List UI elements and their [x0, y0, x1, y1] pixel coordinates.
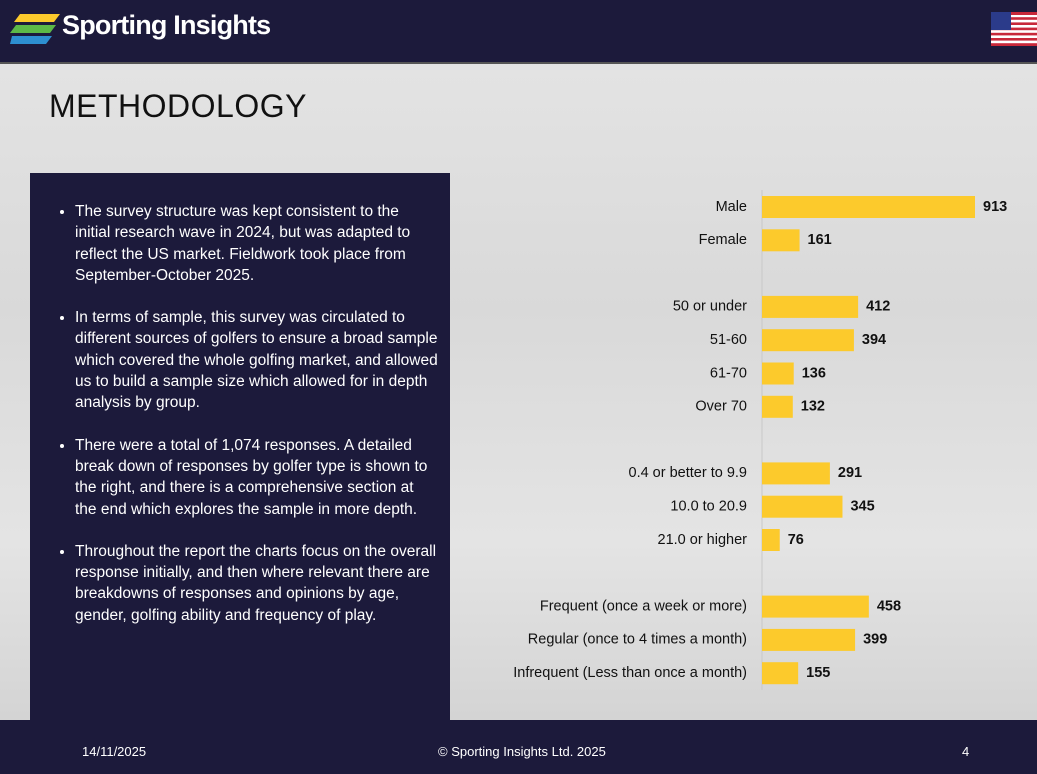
- bar: [762, 196, 975, 218]
- bar: [762, 395, 793, 418]
- bar: [762, 362, 794, 385]
- bar: [762, 462, 830, 485]
- category-label: 21.0 or higher: [658, 532, 748, 548]
- category-label: Female: [699, 232, 747, 248]
- value-label: 412: [866, 299, 890, 315]
- footer: 14/11/2025 © Sporting Insights Ltd. 2025…: [0, 720, 1037, 774]
- bar: [762, 595, 869, 618]
- category-label: Infrequent (Less than once a month): [513, 665, 747, 681]
- top-bar: Sporting Insights: [0, 0, 1037, 64]
- bar: [762, 662, 799, 685]
- category-label: 50 or under: [673, 299, 747, 315]
- bullet: Throughout the report the charts focus o…: [75, 541, 438, 626]
- bullet-list: The survey structure was kept consistent…: [30, 173, 450, 626]
- category-label: 61-70: [710, 365, 747, 381]
- bullet: The survey structure was kept consistent…: [75, 201, 438, 286]
- category-label: 51-60: [710, 332, 747, 348]
- footer-date: 14/11/2025: [82, 744, 147, 759]
- text-panel: The survey structure was kept consistent…: [30, 173, 450, 720]
- bar: [762, 495, 843, 518]
- value-label: 132: [801, 399, 825, 415]
- page-number: 4: [962, 744, 970, 759]
- value-label: 458: [877, 598, 901, 614]
- bar: [762, 295, 859, 318]
- bar: [762, 329, 854, 352]
- value-label: 291: [838, 465, 862, 481]
- category-label: Frequent (once a week or more): [540, 598, 747, 614]
- category-label: Male: [716, 199, 747, 215]
- value-label: 394: [862, 332, 886, 348]
- footer-copyright: © Sporting Insights Ltd. 2025: [438, 744, 606, 759]
- value-label: 76: [788, 532, 804, 548]
- chart: Male 913 Female 161 50 or under 412 51-60 394 61…: [513, 190, 1007, 690]
- category-label: Over 70: [695, 399, 747, 415]
- logo: [10, 14, 60, 44]
- bullet: In terms of sample, this survey was circ…: [75, 307, 438, 413]
- category-label: 10.0 to 20.9: [670, 499, 747, 515]
- value-label: 345: [850, 499, 874, 515]
- value-label: 161: [808, 232, 832, 248]
- category-label: 0.4 or better to 9.9: [629, 465, 748, 481]
- value-label: 913: [983, 199, 1007, 215]
- brand-name: Sporting Insights: [62, 10, 271, 40]
- bar: [762, 529, 780, 551]
- bullet: There were a total of 1,074 responses. A…: [75, 435, 438, 520]
- bar: [762, 628, 856, 651]
- bar: [762, 229, 800, 252]
- us-flag: [991, 12, 1037, 46]
- value-label: 399: [863, 632, 887, 648]
- value-label: 155: [806, 665, 830, 681]
- slide-title: METHODOLOGY: [49, 88, 307, 124]
- category-label: Regular (once to 4 times a month): [528, 632, 747, 648]
- value-label: 136: [802, 365, 826, 381]
